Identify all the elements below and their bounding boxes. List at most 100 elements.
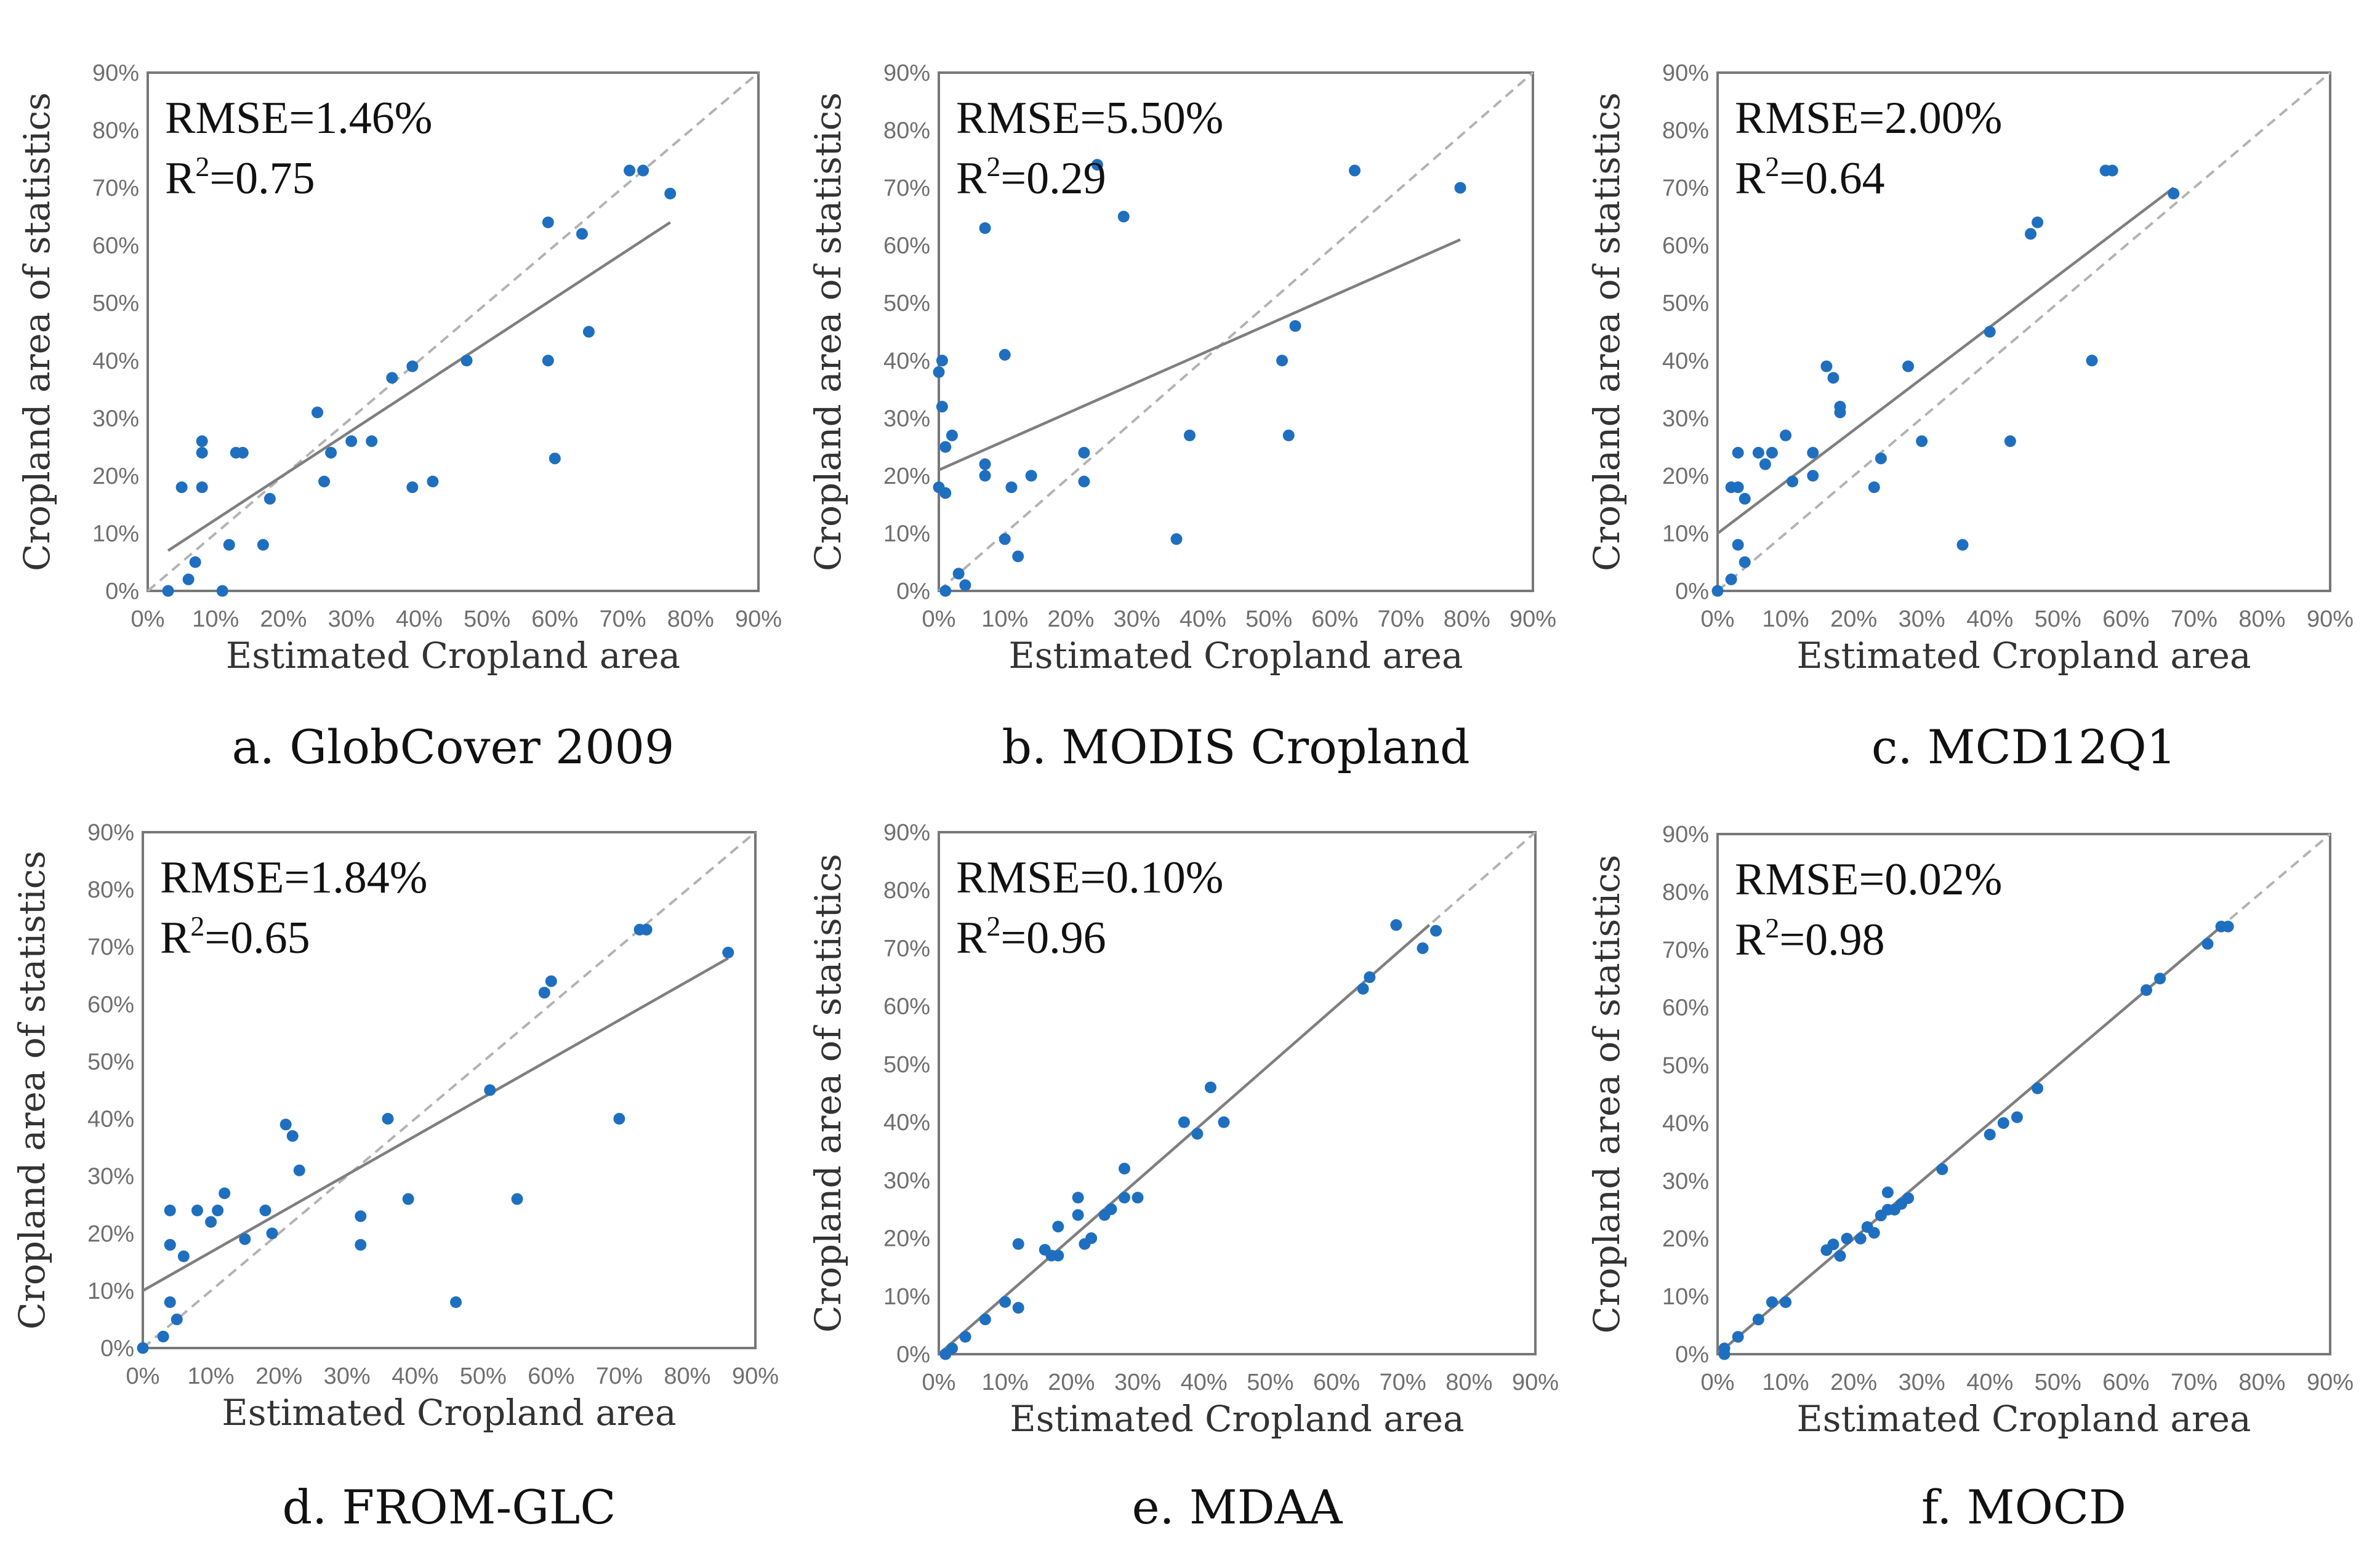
x-tick-label: 40% [1180, 606, 1226, 632]
y-tick-label: 80% [883, 118, 930, 144]
data-point [1827, 372, 1839, 384]
y-axis-title: Cropland area of statistics [1586, 92, 1628, 571]
y-tick-label: 10% [883, 521, 930, 547]
data-point [1787, 475, 1799, 488]
data-point [1820, 360, 1833, 372]
identity-line [147, 71, 760, 592]
chart-panel-5: 0%0% 10% 10% 20% 20% 30% 30% 40% 40% 50% 50% 60% 60%… [807, 820, 1559, 1535]
panel-caption: c. MCD12Q1 [1871, 720, 2176, 774]
x-tick-label: 0% [126, 1363, 160, 1389]
data-point [1752, 1314, 1764, 1326]
data-point [484, 1084, 496, 1096]
data-point [406, 481, 419, 494]
data-point [1916, 435, 1928, 447]
data-point [1052, 1221, 1064, 1233]
data-point [1997, 1117, 2009, 1129]
x-tick-label: 30% [1899, 1370, 1945, 1395]
y-axis-title: Cropland area of statistics [1586, 854, 1628, 1333]
data-point [2025, 228, 2037, 240]
y-tick-label: 30% [1662, 1168, 1709, 1194]
data-point [936, 355, 948, 367]
x-tick-label: 60% [2102, 606, 2149, 632]
x-tick-label: 0% [1701, 606, 1735, 632]
y-tick-label: 20% [1662, 463, 1709, 489]
rmse-label: RMSE=2.00% [1735, 93, 2002, 143]
data-point [312, 406, 324, 419]
y-tick-label: 30% [87, 1164, 134, 1190]
data-point [613, 1113, 625, 1125]
data-point [959, 1331, 971, 1343]
data-point [1807, 446, 1819, 459]
x-tick-label: 40% [1966, 606, 2013, 632]
data-point [293, 1164, 305, 1176]
y-tick-label: 40% [87, 1107, 134, 1133]
x-tick-label: 80% [664, 1363, 710, 1389]
y-tick-label: 10% [92, 521, 139, 547]
data-point [1868, 481, 1880, 494]
y-tick-label: 90% [92, 60, 139, 86]
identity-line [142, 831, 757, 1349]
x-tick-label: 50% [1247, 1370, 1293, 1395]
x-tick-label: 10% [981, 606, 1028, 632]
x-axis-title: Estimated Cropland area [1008, 635, 1463, 676]
data-point [216, 585, 228, 597]
data-point [1718, 1342, 1731, 1355]
y-tick-label: 40% [1662, 348, 1709, 374]
y-tick-label: 60% [883, 233, 930, 259]
y-tick-label: 60% [1662, 995, 1709, 1021]
fit-line [142, 957, 729, 1292]
data-point [999, 1296, 1011, 1308]
y-tick-label: 0% [105, 579, 139, 604]
data-point [1118, 1192, 1130, 1204]
data-point [959, 579, 971, 592]
data-point [1276, 355, 1288, 367]
y-tick-label: 0% [1675, 1342, 1709, 1368]
data-point [263, 492, 276, 505]
x-tick-label: 10% [192, 606, 239, 632]
data-point [1012, 1238, 1024, 1250]
y-tick-label: 60% [1662, 233, 1709, 259]
fit-line [938, 924, 1431, 1355]
x-tick-label: 80% [2238, 606, 2285, 632]
r2-label: R2=0.98 [1735, 912, 1885, 965]
data-point [637, 164, 649, 177]
data-point [1282, 429, 1295, 441]
data-point [1204, 1081, 1216, 1094]
x-tick-label: 90% [1512, 1370, 1559, 1395]
data-point [164, 1296, 176, 1309]
r2-label: R2=0.64 [1735, 151, 1885, 204]
x-tick-label: 30% [1114, 606, 1160, 632]
data-point [979, 458, 991, 470]
data-point [1827, 1238, 1839, 1251]
y-tick-label: 20% [1662, 1226, 1709, 1252]
data-point [2032, 1082, 2044, 1094]
data-point [2086, 355, 2098, 367]
data-point [259, 1205, 271, 1217]
data-point [189, 556, 201, 568]
y-tick-label: 80% [1662, 118, 1709, 144]
data-point [2106, 164, 2118, 177]
data-point [325, 446, 337, 459]
x-axis-title: Estimated Cropland area [222, 1392, 676, 1434]
y-tick-label: 70% [883, 175, 930, 201]
data-point [640, 923, 653, 936]
r2-label: R2=0.29 [956, 151, 1106, 204]
x-tick-label: 70% [1378, 606, 1425, 632]
data-point [542, 355, 554, 367]
x-axis-title: Estimated Cropland area [226, 635, 680, 676]
y-tick-label: 10% [883, 1284, 930, 1310]
data-point [1956, 539, 1969, 551]
data-point [939, 441, 952, 453]
chart-panel-3: 0%0% 10% 10% 20% 20% 30% 30% 40% 40% 50% 50% 60% 60%… [1586, 60, 2354, 774]
data-point [1025, 470, 1037, 482]
y-tick-label: 90% [1662, 60, 1709, 86]
y-axis-title: Cropland area of statistics [11, 851, 53, 1330]
y-tick-label: 60% [92, 233, 139, 259]
data-point [1091, 159, 1103, 171]
data-point [946, 1342, 959, 1355]
x-tick-label: 80% [2238, 1370, 2285, 1395]
y-tick-label: 60% [87, 992, 134, 1017]
data-point [212, 1205, 224, 1217]
x-tick-label: 40% [1181, 1370, 1228, 1395]
